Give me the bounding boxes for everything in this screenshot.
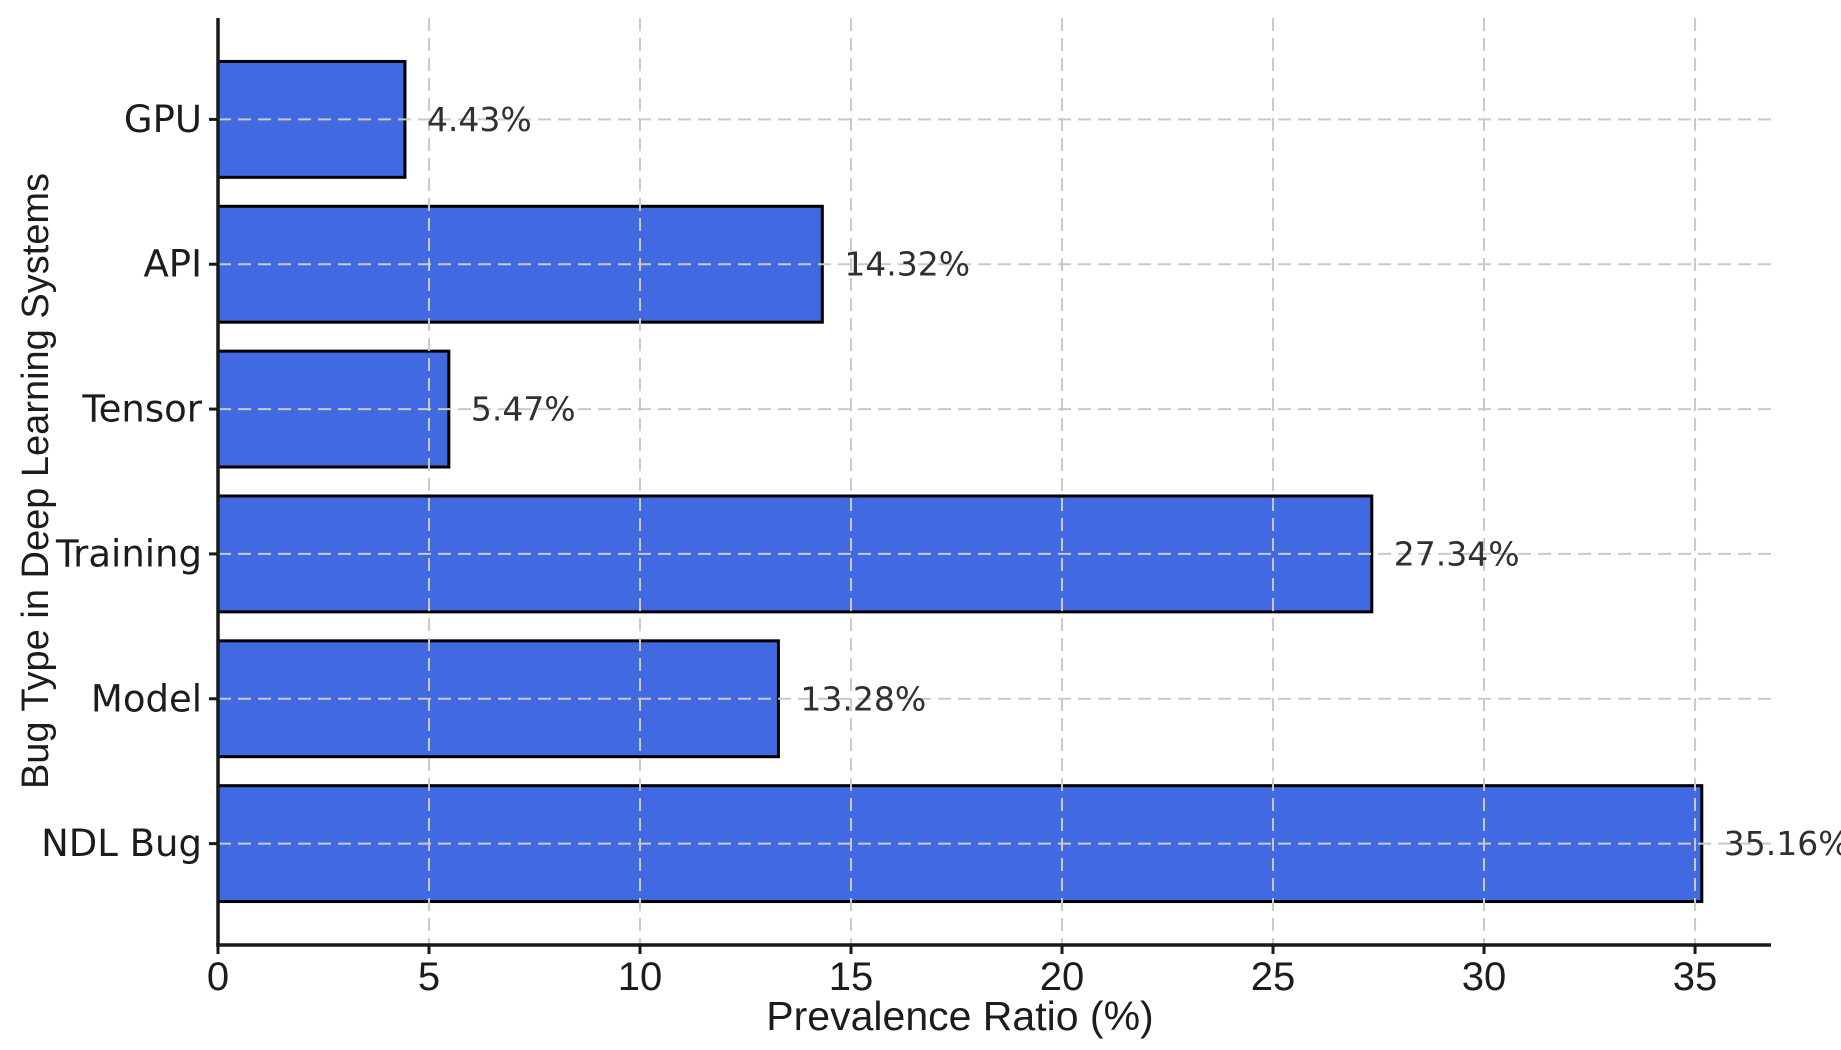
category-tick-label: API [143,243,202,286]
x-axis-label: Prevalence Ratio (%) [766,993,1153,1039]
bar-value-label: 35.16% [1724,824,1841,863]
bar-value-label: 14.32% [844,245,970,284]
x-tick-label: 0 [207,955,229,999]
category-tick-label: Training [55,532,202,575]
x-tick-label: 15 [829,955,874,999]
category-tick-label: GPU [124,98,202,141]
bar-value-label: 13.28% [800,679,926,718]
category-tick-label: Model [91,677,202,720]
x-tick-label: 20 [1040,955,1085,999]
x-tick-label: 10 [618,955,663,999]
bar-tensor [216,349,451,469]
x-tick-label: 35 [1673,955,1718,999]
x-tick-label: 25 [1251,955,1296,999]
bar-value-label: 4.43% [427,100,532,139]
x-tick-label: 30 [1462,955,1507,999]
category-tick-label: Tensor [81,388,202,431]
bar-value-label: 5.47% [471,390,576,429]
x-tick-label: 5 [418,955,440,999]
category-tick-label: NDL Bug [41,822,202,865]
y-axis-label: Bug Type in Deep Learning Systems [15,173,57,789]
bar-value-label: 27.34% [1394,534,1520,573]
